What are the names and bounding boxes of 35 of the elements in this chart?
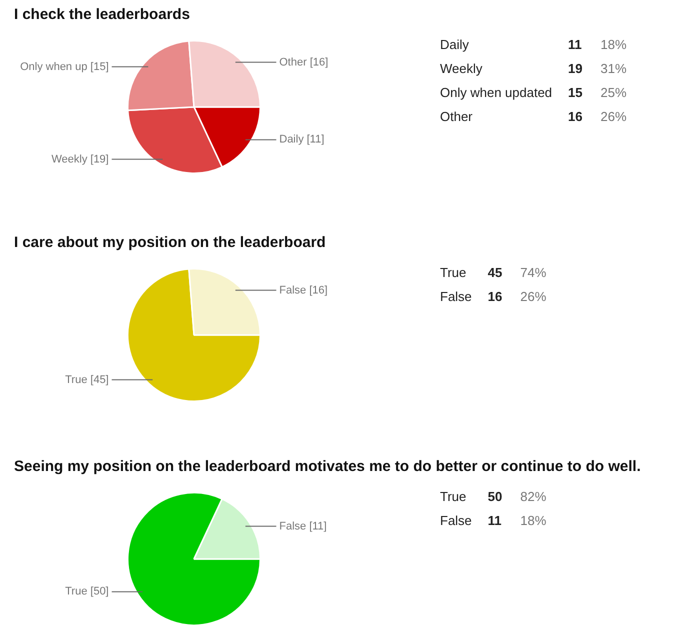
chart-title: I check the leaderboards [14,6,190,23]
text: True [439,264,468,282]
text: 74% [519,264,548,282]
text: 15 [567,84,584,102]
text: 11 [486,512,503,530]
text: 25% [600,84,628,102]
text: 16 [486,288,504,306]
text: Weekly [439,60,484,78]
slice-label: Daily [11] [279,134,324,146]
text: 26% [519,288,548,306]
slice-label: True [45] [65,374,109,386]
slice-label: Only when up [15] [20,60,109,73]
text: 45 [486,264,504,282]
text: 82% [519,488,548,506]
text: False [439,288,473,306]
text: 19 [567,60,584,78]
text: 18% [600,36,628,54]
slice-label: Other [16] [279,56,328,68]
text: False [439,512,473,530]
text: 16 [567,108,584,126]
text: 31% [600,60,628,78]
slice-label: Weekly [19] [51,153,109,166]
text: True [439,488,468,506]
text: 11 [567,36,583,54]
text: Other [439,108,474,126]
slice-label: False [16] [279,284,328,296]
text: Daily [439,36,470,54]
text: Only when updated [439,84,554,102]
chart-title: I care about my position on the leaderboard [14,234,326,251]
text: 26% [600,108,628,126]
chart-title: Seeing my position on the leaderboard motivates me to do better or continue to do well. [14,458,641,475]
slice-label: False [11] [279,520,327,532]
text: 50 [486,488,504,506]
text: 18% [519,512,548,530]
slice-label: True [50] [65,586,109,598]
